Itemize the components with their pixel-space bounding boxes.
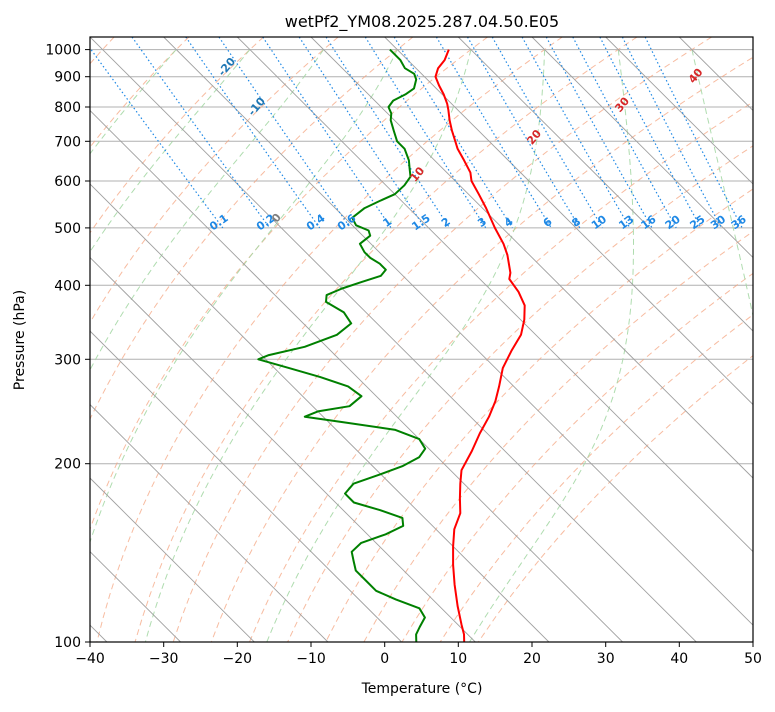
x-tick-label: 30 xyxy=(597,651,615,667)
x-tick-label: 50 xyxy=(744,651,762,667)
y-tick-label: 700 xyxy=(54,134,81,150)
y-axis-label: Pressure (hPa) xyxy=(12,290,28,390)
x-tick-label: 10 xyxy=(449,651,467,667)
x-axis-label: Temperature (°C) xyxy=(361,681,483,697)
y-tick-label: 400 xyxy=(54,278,81,294)
y-tick-label: 100 xyxy=(54,635,81,651)
y-tick-label: 200 xyxy=(54,457,81,473)
y-tick-label: 600 xyxy=(54,174,81,190)
x-tick-label: −10 xyxy=(296,651,326,667)
y-tick-label: 900 xyxy=(54,70,81,86)
x-tick-label: −30 xyxy=(149,651,179,667)
y-tick-label: 1000 xyxy=(45,43,81,59)
x-tick-label: −20 xyxy=(223,651,253,667)
x-tick-label: 0 xyxy=(380,651,389,667)
chart-title: wetPf2_YM08.2025.287.04.50.E05 xyxy=(285,12,559,32)
y-tick-label: 300 xyxy=(54,352,81,368)
x-tick-label: −40 xyxy=(75,651,105,667)
x-tick-label: 40 xyxy=(670,651,688,667)
y-tick-label: 500 xyxy=(54,221,81,237)
y-tick-label: 800 xyxy=(54,100,81,116)
x-tick-label: 20 xyxy=(523,651,541,667)
